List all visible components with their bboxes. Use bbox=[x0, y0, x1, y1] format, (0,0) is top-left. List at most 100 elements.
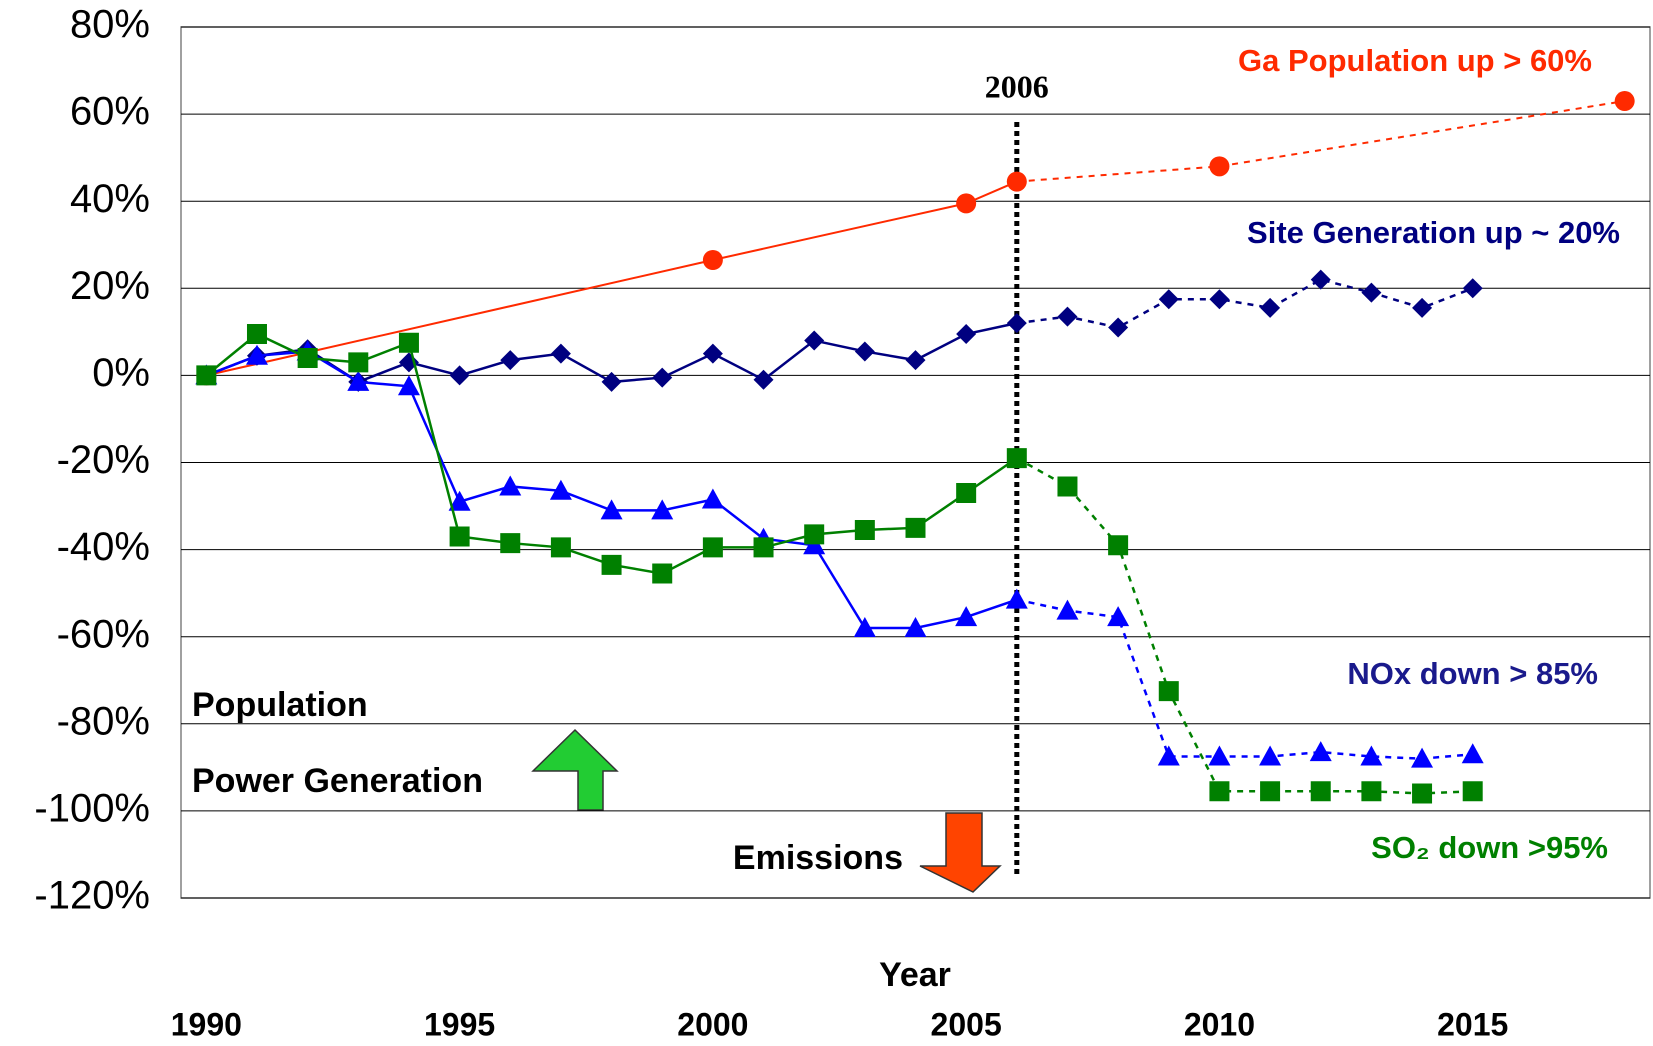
marker bbox=[1107, 606, 1130, 627]
marker bbox=[500, 533, 521, 554]
marker bbox=[549, 479, 572, 500]
marker bbox=[550, 537, 571, 558]
marker bbox=[1411, 747, 1434, 768]
marker bbox=[397, 375, 420, 396]
marker bbox=[955, 606, 978, 627]
marker bbox=[1360, 745, 1383, 766]
annotation: Population bbox=[192, 686, 368, 724]
x-axis-title: Year bbox=[879, 956, 951, 994]
marker bbox=[245, 344, 268, 365]
marker bbox=[1462, 781, 1483, 802]
marker bbox=[804, 330, 825, 351]
marker bbox=[1006, 171, 1027, 192]
marker bbox=[1361, 282, 1382, 303]
x-tick-label: 2000 bbox=[677, 1006, 748, 1042]
x-tick-label: 2015 bbox=[1437, 1006, 1508, 1042]
marker bbox=[1005, 588, 1028, 609]
y-tick-label: -100% bbox=[34, 786, 150, 830]
marker bbox=[854, 341, 875, 362]
y-tick-label: 40% bbox=[70, 177, 150, 221]
marker bbox=[701, 488, 724, 509]
x-tick-label: 1990 bbox=[171, 1006, 242, 1042]
marker bbox=[449, 365, 470, 386]
marker bbox=[1006, 448, 1027, 469]
series-line bbox=[1016, 457, 1473, 795]
marker bbox=[1208, 745, 1231, 766]
marker bbox=[1209, 289, 1230, 310]
marker bbox=[1260, 781, 1281, 802]
marker bbox=[500, 350, 521, 371]
marker bbox=[1158, 681, 1179, 702]
marker bbox=[956, 324, 977, 345]
marker bbox=[905, 350, 926, 371]
marker bbox=[1209, 156, 1230, 177]
marker bbox=[1260, 297, 1281, 318]
marker bbox=[753, 537, 774, 558]
marker bbox=[1310, 781, 1331, 802]
series-label: SO₂ down >95% bbox=[1371, 830, 1608, 865]
marker bbox=[1309, 741, 1332, 762]
down-arrow bbox=[919, 812, 1002, 893]
marker bbox=[1259, 745, 1282, 766]
marker bbox=[804, 524, 825, 545]
marker bbox=[1462, 278, 1483, 299]
series-label: Ga Population up > 60% bbox=[1238, 43, 1592, 78]
marker bbox=[1057, 306, 1078, 327]
marker bbox=[1310, 269, 1331, 290]
marker bbox=[1158, 289, 1179, 310]
annotation: Emissions bbox=[733, 839, 903, 877]
series-line bbox=[206, 180, 1018, 377]
y-tick-label: -80% bbox=[57, 699, 150, 743]
reference-label: 2006 bbox=[985, 68, 1049, 104]
marker bbox=[753, 369, 774, 390]
marker bbox=[347, 370, 370, 391]
marker bbox=[652, 367, 673, 388]
marker bbox=[702, 343, 723, 364]
series-line bbox=[1016, 598, 1473, 760]
marker bbox=[550, 343, 571, 364]
marker bbox=[702, 537, 723, 558]
marker bbox=[1412, 297, 1433, 318]
x-tick-label: 2005 bbox=[931, 1006, 1002, 1042]
y-tick-label: -60% bbox=[57, 612, 150, 656]
marker bbox=[1056, 599, 1079, 620]
marker bbox=[1108, 535, 1129, 556]
marker bbox=[1412, 783, 1433, 804]
up-arrow bbox=[531, 728, 619, 811]
y-tick-label: 60% bbox=[70, 90, 150, 134]
series-label: NOx down > 85% bbox=[1347, 656, 1598, 691]
marker bbox=[956, 482, 977, 503]
y-tick-label: -20% bbox=[57, 438, 150, 482]
marker bbox=[905, 517, 926, 538]
x-tick-label: 2010 bbox=[1184, 1006, 1255, 1042]
y-tick-label: -40% bbox=[57, 525, 150, 569]
marker bbox=[246, 324, 267, 345]
x-tick-label: 1995 bbox=[424, 1006, 495, 1042]
marker bbox=[956, 193, 977, 214]
marker bbox=[1157, 745, 1180, 766]
marker bbox=[601, 371, 622, 392]
marker bbox=[297, 347, 318, 368]
marker bbox=[600, 499, 623, 520]
marker bbox=[1614, 91, 1635, 112]
marker bbox=[904, 616, 927, 637]
marker bbox=[652, 563, 673, 584]
marker bbox=[499, 475, 522, 496]
marker bbox=[1057, 476, 1078, 497]
marker bbox=[601, 554, 622, 575]
marker bbox=[1461, 743, 1484, 764]
annotation: Power Generation bbox=[192, 762, 483, 800]
marker bbox=[1209, 781, 1230, 802]
y-tick-label: -120% bbox=[34, 874, 150, 918]
series-line bbox=[1016, 278, 1474, 329]
y-tick-label: 80% bbox=[70, 3, 150, 47]
marker bbox=[196, 365, 217, 386]
marker bbox=[854, 520, 875, 541]
marker bbox=[1108, 317, 1129, 338]
marker bbox=[448, 490, 471, 511]
marker bbox=[651, 499, 674, 520]
marker bbox=[702, 249, 723, 270]
marker bbox=[1006, 313, 1027, 334]
marker bbox=[853, 616, 876, 637]
